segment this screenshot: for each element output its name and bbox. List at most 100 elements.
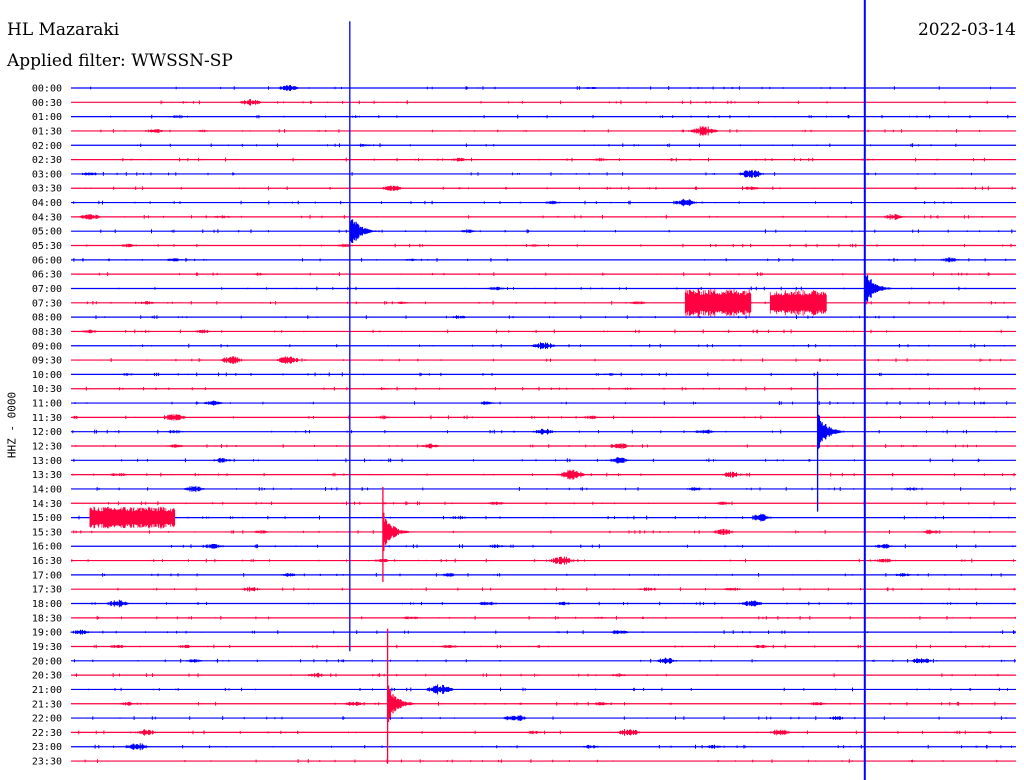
trace-noise bbox=[78, 730, 992, 735]
time-label: 04:00 bbox=[32, 198, 62, 209]
time-label: 21:30 bbox=[32, 699, 62, 710]
seismic-event bbox=[581, 415, 601, 420]
seismic-event bbox=[439, 645, 459, 648]
seismic-event bbox=[751, 644, 771, 649]
time-label: 22:00 bbox=[32, 714, 62, 725]
seismic-event bbox=[582, 87, 600, 89]
seismic-event bbox=[402, 258, 420, 262]
channel-label: HHZ - 0000 bbox=[5, 391, 19, 459]
seismic-event bbox=[902, 487, 922, 491]
seismic-event bbox=[607, 443, 631, 449]
trace-noise bbox=[88, 687, 1008, 692]
seismic-event bbox=[581, 744, 601, 749]
seismic-event bbox=[278, 573, 298, 577]
trace-noise bbox=[73, 458, 980, 463]
seismic-event bbox=[250, 530, 270, 534]
seismic-event bbox=[531, 342, 556, 350]
time-label: 12:00 bbox=[32, 427, 62, 438]
time-label: 22:30 bbox=[32, 728, 62, 739]
noise-burst bbox=[684, 288, 752, 317]
seismic-event bbox=[601, 373, 619, 376]
seismic-event bbox=[70, 629, 91, 635]
time-label: 00:00 bbox=[32, 84, 62, 95]
time-label: 08:30 bbox=[32, 327, 62, 338]
time-label: 19:00 bbox=[32, 628, 62, 639]
seismic-event bbox=[486, 544, 506, 548]
seismic-event bbox=[552, 601, 572, 606]
trace-noise bbox=[85, 186, 1013, 191]
seismic-event bbox=[486, 286, 506, 291]
seismic-event bbox=[194, 129, 212, 133]
seismic-event bbox=[741, 186, 761, 190]
filter-label: Applied filter: WWSSN-SP bbox=[7, 51, 233, 71]
time-label: 13:00 bbox=[32, 456, 62, 467]
seismic-event bbox=[739, 600, 763, 607]
time-label: 23:00 bbox=[32, 742, 62, 753]
seismic-event bbox=[212, 215, 232, 219]
seismic-event bbox=[920, 529, 942, 535]
seismic-event bbox=[119, 373, 137, 376]
large-earthquake-spike bbox=[816, 371, 845, 512]
time-label: 04:30 bbox=[32, 212, 62, 223]
trace-noise bbox=[85, 386, 980, 391]
seismic-event bbox=[607, 457, 631, 464]
time-label: 16:00 bbox=[32, 542, 62, 553]
date-label: 2022-03-14 bbox=[917, 20, 1016, 40]
trace-noise bbox=[90, 214, 983, 219]
seismic-event bbox=[654, 657, 678, 664]
seismic-event bbox=[202, 543, 224, 549]
trace-noise bbox=[122, 157, 985, 162]
time-label: 09:30 bbox=[32, 356, 62, 367]
time-label: 03:30 bbox=[32, 184, 62, 195]
seismic-event bbox=[165, 258, 185, 262]
seismic-event bbox=[118, 701, 138, 706]
time-label: 09:00 bbox=[32, 341, 62, 352]
seismic-event bbox=[211, 457, 233, 463]
seismic-event bbox=[80, 329, 100, 334]
seismic-event bbox=[524, 730, 544, 735]
seismic-event bbox=[672, 198, 698, 207]
seismic-event bbox=[306, 672, 328, 678]
time-label: 05:00 bbox=[32, 227, 62, 238]
time-label: 21:00 bbox=[32, 685, 62, 696]
time-label: 05:30 bbox=[32, 241, 62, 252]
trace-noise bbox=[98, 272, 990, 277]
seismic-event bbox=[439, 573, 459, 577]
time-label: 17:30 bbox=[32, 585, 62, 596]
seismic-event bbox=[165, 430, 185, 434]
seismic-event bbox=[711, 528, 735, 535]
seismic-event bbox=[373, 559, 393, 563]
seismic-event bbox=[685, 487, 705, 491]
time-label: 17:00 bbox=[32, 570, 62, 581]
seismic-event bbox=[693, 429, 715, 434]
time-label: 23:30 bbox=[32, 757, 62, 768]
trace-noise bbox=[73, 329, 1002, 334]
seismic-event bbox=[393, 301, 411, 304]
time-label: 01:00 bbox=[32, 112, 62, 123]
time-label: 07:00 bbox=[32, 284, 62, 295]
time-label: 03:00 bbox=[32, 169, 62, 180]
seismic-event bbox=[162, 414, 188, 421]
trace-noise bbox=[100, 229, 1013, 234]
seismic-event bbox=[477, 401, 497, 405]
trace-noise bbox=[102, 572, 1002, 577]
seismic-event bbox=[80, 172, 100, 176]
seismic-event bbox=[251, 272, 269, 276]
seismic-event bbox=[165, 444, 185, 448]
time-label: 14:30 bbox=[32, 499, 62, 510]
noise-burst bbox=[89, 506, 176, 529]
seismic-event bbox=[723, 588, 742, 591]
seismic-event bbox=[419, 443, 441, 449]
seismic-event bbox=[425, 684, 455, 695]
seismic-event bbox=[174, 644, 194, 649]
time-label: 11:30 bbox=[32, 413, 62, 424]
trace-noise bbox=[130, 343, 1005, 348]
seismic-event bbox=[748, 513, 774, 522]
seismic-event bbox=[202, 400, 224, 406]
seismic-event bbox=[137, 301, 157, 305]
trace-noise bbox=[90, 86, 991, 90]
trace-noise bbox=[71, 558, 1014, 563]
seismic-event bbox=[939, 257, 961, 263]
seismic-event bbox=[193, 329, 213, 334]
time-label: 16:30 bbox=[32, 556, 62, 567]
